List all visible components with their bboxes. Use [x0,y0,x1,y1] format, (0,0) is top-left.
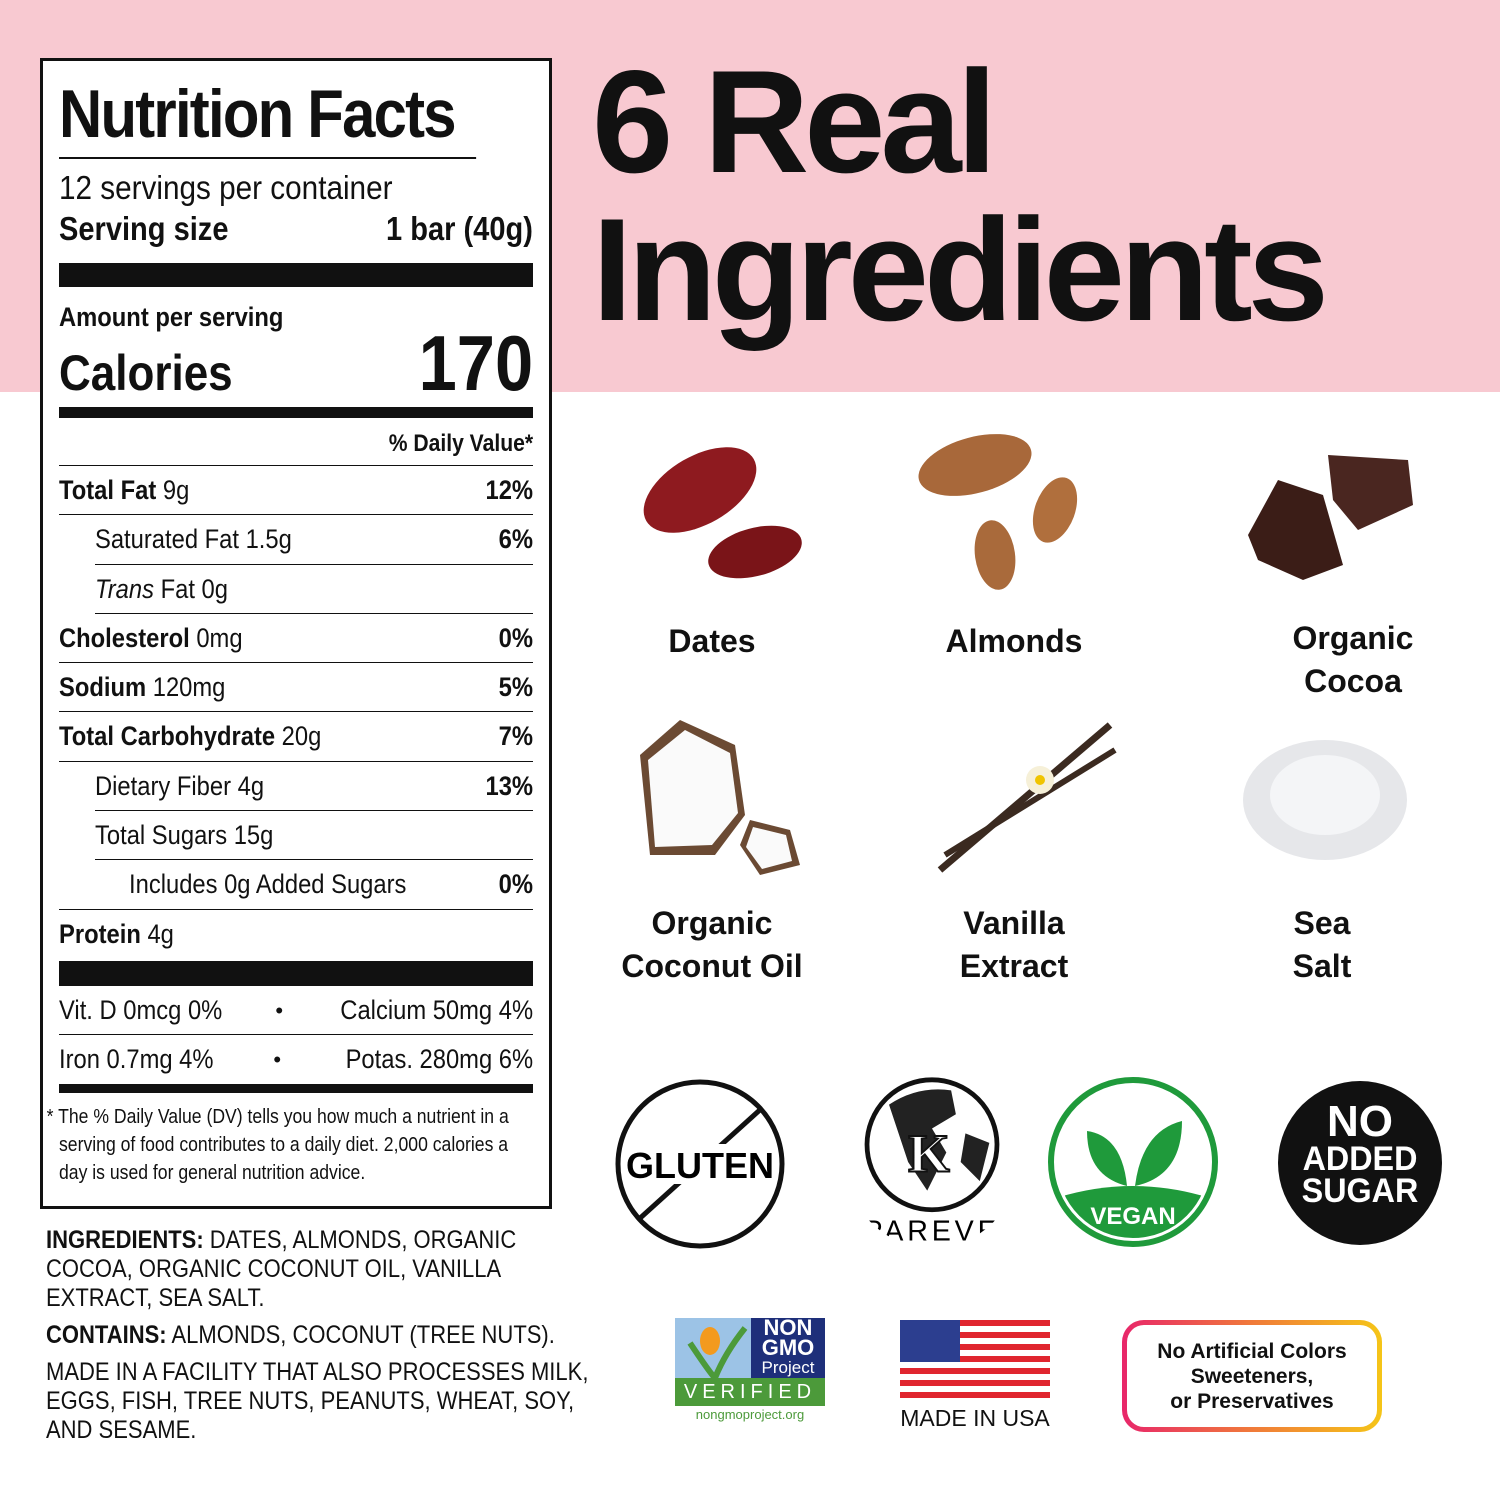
usa-flag-icon [900,1320,1050,1398]
cocoa-image [1248,455,1413,580]
gluten-free-badge: GLUTEN [615,1079,785,1249]
nutrient-row: Total Fat 9g 12% [59,466,533,516]
nutrient-row: Includes 0g Added Sugars 0% [59,860,533,910]
heading-line-1: 6 Real [592,40,997,203]
vanilla-image [937,722,1117,873]
footnote: * The % Daily Value (DV) tells you how m… [46,1105,509,1184]
vitamin-rows: Vit. D 0mcg 0% • Calcium 50mg 4% Iron 0.7mg… [59,986,533,1084]
daily-value-percent: 13% [485,770,533,801]
gluten-text: GLUTEN [626,1145,774,1186]
serving-size: Serving size 1 bar (40g) [59,207,533,251]
daily-value-header: % Daily Value* [388,430,533,457]
nutrient-row: Trans Fat 0g [95,565,533,614]
nutrient-row: Protein 4g [59,918,174,949]
kosher-k: K [908,1124,950,1184]
vitamin-row: Iron 0.7mg 4% • Potas. 280mg 6% [59,1043,533,1074]
kosher-pareve-badge: K PAREVE [863,1077,1000,1247]
nutrition-title: Nutrition Facts [59,69,477,159]
no-added-sugar-badge: NO ADDED SUGAR [1278,1081,1442,1245]
vegan-badge: VEGAN [1048,1077,1218,1247]
nutrient-row: Cholesterol 0mg 0% [59,614,533,664]
ingredients-statement: INGREDIENTS: DATES, ALMONDS, ORGANIC COC… [46,1226,588,1453]
calories-value: 170 [418,319,533,407]
dates-image [643,447,802,579]
facility-warning: MADE IN A FACILITY THAT ALSO PROCESSES M… [46,1358,589,1444]
nutrient-row: Dietary Fiber 4g 13% [95,762,533,812]
non-gmo-verified-logo: NON GMO Project VERIFIED nongmoproject.o… [675,1317,825,1422]
calories-label: Calories [59,345,233,401]
vitamin-row: Vit. D 0mcg 0% • Calcium 50mg 4% [59,986,533,1035]
medium-divider [59,1083,533,1093]
daily-value-percent: 0% [498,622,533,653]
ingredient-label: Organic Coconut Oil [621,905,803,984]
made-in-usa-text: MADE IN USA [900,1405,1050,1431]
nutrient-row: Sodium 120mg 5% [59,663,533,713]
nutrient-row: Saturated Fat 1.5g 6% [95,515,533,565]
daily-value-percent: 5% [498,672,533,703]
calories-row: Calories 170 [59,319,533,407]
amount-per-serving: Amount per serving [59,302,284,332]
thick-divider [59,960,533,986]
servings-per-container: 12 servings per container [59,169,393,206]
ingredient-label: Dates [668,623,756,659]
almonds-image [918,434,1078,590]
allergen-contains: CONTAINS: ALMONDS, COCONUT (TREE NUTS). [46,1321,555,1349]
ingredient-label: Organic Cocoa [1292,620,1414,699]
ingredients-list: INGREDIENTS: DATES, ALMONDS, ORGANIC COC… [46,1226,517,1312]
heading-line-2: Ingredients [592,188,1329,351]
daily-value-percent: 12% [485,475,533,505]
ingredient-label: Sea Salt [1292,905,1352,984]
serving-size-value: 1 bar (40g) [386,210,533,247]
daily-value-percent: 0% [498,869,533,900]
vegan-text: VEGAN [1090,1203,1175,1230]
nutrient-row: Total Carbohydrate 20g 7% [59,712,533,762]
ingredient-label: Vanilla Extract [959,905,1069,984]
daily-value-percent: 7% [498,721,533,752]
nutrition-facts-label: Nutrition Facts 12 servings per containe… [40,58,552,1209]
medium-divider [59,407,533,418]
nutrient-rows: Total Fat 9g 12% Saturated Fat 1.5g 6% Trans… [59,466,533,959]
serving-size-label: Serving size [59,210,229,247]
ingredient-label: Almonds [945,623,1083,659]
coconut-image [640,720,800,875]
nutrient-row: Total Sugars 15g [95,811,533,861]
page-heading: 6 Real Ingredients [592,40,1329,351]
thick-divider [59,263,533,287]
daily-value-percent: 6% [498,524,533,555]
no-artificial-badge: No Artificial Colors Sweeteners, or Pres… [1122,1320,1382,1432]
pareve-text: PAREVE [863,1215,1000,1247]
salt-image [1243,740,1407,860]
